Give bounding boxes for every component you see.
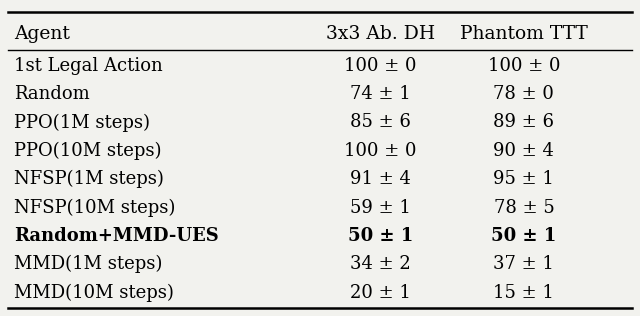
Text: 50 ± 1: 50 ± 1 [348,227,413,245]
Text: 100 ± 0: 100 ± 0 [488,57,560,75]
Text: 78 ± 5: 78 ± 5 [493,198,554,216]
Text: 100 ± 0: 100 ± 0 [344,57,417,75]
Text: MMD(10M steps): MMD(10M steps) [14,283,174,302]
Text: 89 ± 6: 89 ± 6 [493,113,554,131]
Text: 59 ± 1: 59 ± 1 [350,198,411,216]
Text: Random: Random [14,85,90,103]
Text: 37 ± 1: 37 ± 1 [493,255,554,273]
Text: 85 ± 6: 85 ± 6 [350,113,411,131]
Text: 95 ± 1: 95 ± 1 [493,170,554,188]
Text: MMD(1M steps): MMD(1M steps) [14,255,163,273]
Text: 78 ± 0: 78 ± 0 [493,85,554,103]
Text: 90 ± 4: 90 ± 4 [493,142,554,160]
Text: 3x3 Ab. DH: 3x3 Ab. DH [326,25,435,43]
Text: PPO(1M steps): PPO(1M steps) [14,113,150,131]
Text: PPO(10M steps): PPO(10M steps) [14,142,162,160]
Text: 1st Legal Action: 1st Legal Action [14,57,163,75]
Text: 50 ± 1: 50 ± 1 [492,227,557,245]
Text: 15 ± 1: 15 ± 1 [493,283,554,301]
Text: Random+MMD-UES: Random+MMD-UES [14,227,219,245]
Text: Agent: Agent [14,25,70,43]
Text: 91 ± 4: 91 ± 4 [350,170,411,188]
Text: 20 ± 1: 20 ± 1 [350,283,411,301]
Text: NFSP(10M steps): NFSP(10M steps) [14,198,175,217]
Text: 34 ± 2: 34 ± 2 [350,255,411,273]
Text: 74 ± 1: 74 ± 1 [350,85,411,103]
Text: NFSP(1M steps): NFSP(1M steps) [14,170,164,188]
Text: Phantom TTT: Phantom TTT [460,25,588,43]
Text: 100 ± 0: 100 ± 0 [344,142,417,160]
